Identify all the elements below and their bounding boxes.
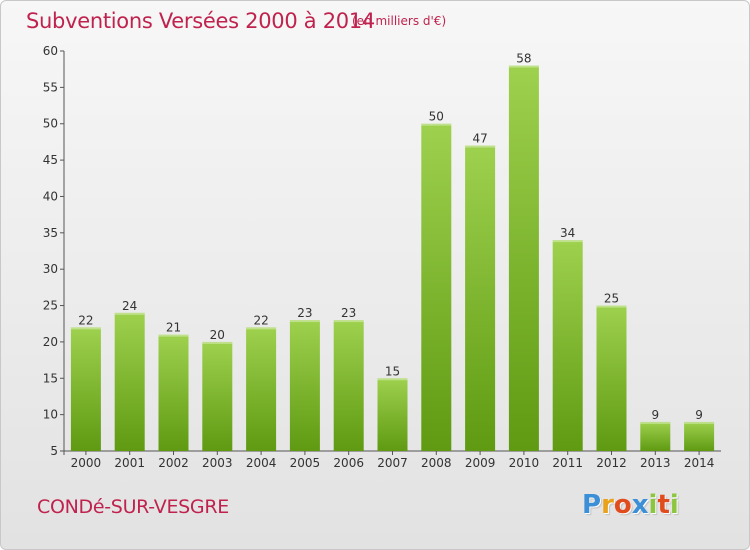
bar-2005 xyxy=(289,320,320,451)
y-tick-label: 40 xyxy=(43,189,58,203)
x-axis-ticks: 2000 2001 2002 2003 2004 2005 2006 2007 2008 2009… xyxy=(71,451,715,470)
bar-value-label: 20 xyxy=(210,328,225,342)
bar-2012 xyxy=(596,305,627,451)
y-axis-ticks: 5 10 15 20 25 30 35 40 45 50 55 60 xyxy=(43,44,64,458)
y-tick-label: 15 xyxy=(43,371,58,385)
chart-unit-subtitle: (en milliers d'€) xyxy=(352,14,447,28)
x-tick-label: 2005 xyxy=(290,456,321,470)
bar-highlight xyxy=(596,305,627,308)
bar-2014 xyxy=(684,421,715,451)
bar-value-label: 22 xyxy=(78,313,93,327)
bar-2013 xyxy=(640,421,671,451)
bar-value-label: 22 xyxy=(253,313,268,327)
bar-highlight xyxy=(333,320,364,323)
x-tick-label: 2014 xyxy=(684,456,715,470)
logo-letter: x xyxy=(631,490,649,520)
y-tick-label: 45 xyxy=(43,153,58,167)
x-tick-label: 2000 xyxy=(71,456,102,470)
x-tick-label: 2006 xyxy=(333,456,364,470)
bar-value-label: 24 xyxy=(122,299,137,313)
bar-value-label: 15 xyxy=(385,364,400,378)
bar-value-label: 25 xyxy=(604,292,619,306)
bar-highlight xyxy=(465,145,496,148)
y-tick-label: 55 xyxy=(43,80,58,94)
y-tick-label: 25 xyxy=(43,299,58,313)
bar-value-label: 47 xyxy=(472,132,487,146)
x-tick-label: 2007 xyxy=(377,456,408,470)
bar-highlight xyxy=(508,65,539,68)
bar-highlight xyxy=(158,334,189,337)
bar-2010 xyxy=(508,65,539,451)
x-tick-label: 2009 xyxy=(465,456,496,470)
y-tick-label: 50 xyxy=(43,117,58,131)
bar-highlight xyxy=(246,327,277,330)
bar-highlight xyxy=(70,327,101,330)
commune-name: CONDé-SUR-VESGRE xyxy=(37,496,229,518)
bar-2001 xyxy=(114,312,145,451)
bar-highlight xyxy=(421,123,452,126)
bar-value-label: 50 xyxy=(429,110,444,124)
bar-2004 xyxy=(246,327,277,451)
logo-letter: r xyxy=(601,490,614,520)
bar-value-label: 21 xyxy=(166,321,181,335)
bar-2002 xyxy=(158,334,189,451)
bar-2000 xyxy=(70,327,101,451)
bar-highlight xyxy=(377,378,408,381)
x-tick-label: 2002 xyxy=(158,456,189,470)
bar-2006 xyxy=(333,320,364,451)
logo-letter: P xyxy=(582,490,602,520)
logo-letter: o xyxy=(613,490,632,520)
bar-value-label: 23 xyxy=(341,306,356,320)
bar-highlight xyxy=(289,320,320,323)
bar-2009 xyxy=(465,145,496,451)
bar-value-label: 34 xyxy=(560,226,575,240)
x-tick-label: 2010 xyxy=(509,456,540,470)
logo-letter: i xyxy=(669,490,679,520)
y-tick-label: 10 xyxy=(43,408,58,422)
bar-2008 xyxy=(421,123,452,452)
chart-title: Subventions Versées 2000 à 2014 xyxy=(26,9,375,33)
x-tick-label: 2012 xyxy=(596,456,627,470)
bar-highlight xyxy=(640,421,671,424)
bars-group: 22 24 21 20 22 23 23 15 50 47 58 34 25 9 9 xyxy=(70,52,715,452)
bar-value-label: 9 xyxy=(695,408,703,422)
bar-value-label: 58 xyxy=(516,52,531,66)
x-tick-label: 2011 xyxy=(552,456,583,470)
bar-highlight xyxy=(684,421,715,424)
x-tick-label: 2013 xyxy=(640,456,671,470)
bar-value-label: 9 xyxy=(651,408,659,422)
bar-value-label: 23 xyxy=(297,306,312,320)
bar-highlight xyxy=(114,312,145,315)
x-tick-label: 2003 xyxy=(202,456,233,470)
bar-highlight xyxy=(202,341,233,344)
y-tick-label: 35 xyxy=(43,226,58,240)
x-tick-label: 2004 xyxy=(246,456,277,470)
y-tick-label: 5 xyxy=(50,444,58,458)
bar-2011 xyxy=(552,240,583,451)
y-tick-label: 60 xyxy=(43,44,58,58)
x-tick-label: 2008 xyxy=(421,456,452,470)
bar-2007 xyxy=(377,378,408,451)
y-tick-label: 30 xyxy=(43,262,58,276)
logo-letter: i xyxy=(648,490,658,520)
logo-letter: t xyxy=(657,490,670,520)
bar-2003 xyxy=(202,341,233,451)
x-tick-label: 2001 xyxy=(114,456,145,470)
y-tick-label: 20 xyxy=(43,335,58,349)
bar-highlight xyxy=(552,240,583,243)
proxiti-logo: Proxiti xyxy=(582,490,679,520)
